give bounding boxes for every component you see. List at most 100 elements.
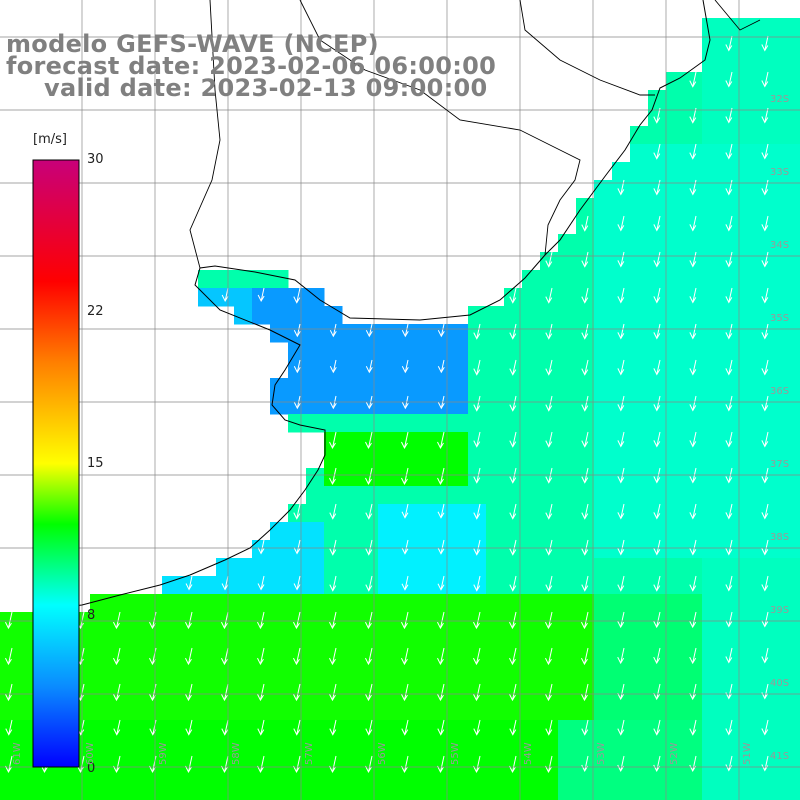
- wind-speed-cell: [234, 288, 253, 307]
- wind-speed-cell: [324, 522, 343, 541]
- wind-speed-cell: [18, 630, 37, 649]
- longitude-label: 61W: [12, 742, 23, 765]
- wind-speed-cell: [414, 684, 433, 703]
- wind-speed-cell: [720, 252, 739, 271]
- wind-speed-cell: [18, 774, 37, 793]
- wind-speed-cell: [414, 558, 433, 577]
- wind-speed-cell: [360, 594, 379, 613]
- wind-speed-cell: [702, 216, 721, 235]
- wind-speed-cell: [774, 288, 793, 307]
- wind-speed-cell: [630, 468, 649, 487]
- wind-speed-cell: [360, 540, 379, 559]
- wind-speed-cell: [486, 792, 505, 800]
- wind-speed-cell: [792, 486, 800, 505]
- latitude-label: 39S: [770, 605, 790, 616]
- wind-speed-cell: [630, 378, 649, 397]
- wind-speed-cell: [774, 54, 793, 73]
- wind-speed-cell: [324, 738, 343, 757]
- wind-speed-cell: [684, 774, 703, 793]
- wind-speed-cell: [684, 504, 703, 523]
- wind-speed-cell: [288, 720, 307, 739]
- wind-speed-cell: [198, 576, 217, 595]
- wind-speed-cell: [216, 648, 235, 667]
- wind-speed-cell: [324, 666, 343, 685]
- wind-speed-cell: [306, 792, 325, 800]
- wind-speed-cell: [648, 684, 667, 703]
- wind-speed-cell: [612, 468, 631, 487]
- wind-speed-cell: [36, 792, 55, 800]
- wind-speed-cell: [756, 450, 775, 469]
- wind-speed-cell: [72, 774, 91, 793]
- wind-speed-cell: [792, 522, 800, 541]
- wind-speed-cell: [540, 774, 559, 793]
- wind-speed-cell: [522, 522, 541, 541]
- wind-speed-cell: [558, 648, 577, 667]
- wind-speed-cell: [378, 396, 397, 415]
- wind-speed-cell: [324, 702, 343, 721]
- wind-speed-cell: [288, 594, 307, 613]
- wind-speed-cell: [360, 360, 379, 379]
- wind-arrow: [725, 287, 733, 304]
- wind-speed-cell: [756, 414, 775, 433]
- wind-speed-cell: [450, 414, 469, 433]
- wind-speed-cell: [630, 396, 649, 415]
- wind-speed-cell: [630, 360, 649, 379]
- wind-speed-cell: [522, 558, 541, 577]
- wind-speed-cell: [594, 720, 613, 739]
- wind-speed-cell: [702, 198, 721, 217]
- wind-speed-cell: [630, 720, 649, 739]
- wind-speed-cell: [54, 774, 73, 793]
- wind-arrow: [329, 683, 337, 702]
- wind-speed-cell: [450, 522, 469, 541]
- wind-speed-cell: [666, 252, 685, 271]
- wind-speed-cell: [270, 648, 289, 667]
- wind-arrow: [437, 431, 445, 450]
- wind-speed-cell: [540, 342, 559, 361]
- wind-speed-cell: [162, 738, 181, 757]
- wind-speed-cell: [396, 792, 415, 800]
- wind-speed-cell: [198, 774, 217, 793]
- wind-speed-cell: [360, 486, 379, 505]
- wind-speed-cell: [378, 360, 397, 379]
- wind-speed-cell: [702, 684, 721, 703]
- wind-speed-cell: [648, 432, 667, 451]
- wind-speed-cell: [684, 594, 703, 613]
- wind-speed-cell: [594, 414, 613, 433]
- wind-speed-cell: [378, 576, 397, 595]
- wind-speed-cell: [252, 738, 271, 757]
- wind-speed-cell: [522, 540, 541, 559]
- wind-speed-cell: [666, 360, 685, 379]
- wind-speed-cell: [540, 558, 559, 577]
- wind-speed-cell: [738, 126, 757, 145]
- wind-speed-cell: [198, 594, 217, 613]
- wind-speed-cell: [108, 666, 127, 685]
- wind-speed-cell: [720, 738, 739, 757]
- wind-speed-cell: [702, 396, 721, 415]
- wind-speed-cell: [702, 180, 721, 199]
- wind-speed-cell: [522, 288, 541, 307]
- wind-arrow: [617, 719, 625, 736]
- wind-speed-cell: [792, 774, 800, 793]
- wind-speed-cell: [378, 702, 397, 721]
- wind-speed-cell: [612, 414, 631, 433]
- wind-arrow: [329, 575, 337, 592]
- wind-arrow: [545, 611, 553, 630]
- wind-speed-cell: [774, 18, 793, 37]
- wind-speed-cell: [774, 720, 793, 739]
- wind-speed-cell: [756, 522, 775, 541]
- wind-speed-cell: [648, 162, 667, 181]
- wind-speed-cell: [558, 270, 577, 289]
- wind-speed-cell: [576, 756, 595, 775]
- wind-speed-cell: [270, 666, 289, 685]
- wind-arrow: [437, 503, 445, 519]
- wind-speed-cell: [486, 360, 505, 379]
- wind-speed-cell: [90, 720, 109, 739]
- wind-speed-cell: [306, 648, 325, 667]
- wind-speed-cell: [126, 666, 145, 685]
- wind-speed-cell: [234, 594, 253, 613]
- wind-speed-cell: [630, 756, 649, 775]
- wind-speed-cell: [306, 360, 325, 379]
- wind-speed-cell: [18, 648, 37, 667]
- wind-speed-cell: [792, 540, 800, 559]
- wind-speed-cell: [756, 144, 775, 163]
